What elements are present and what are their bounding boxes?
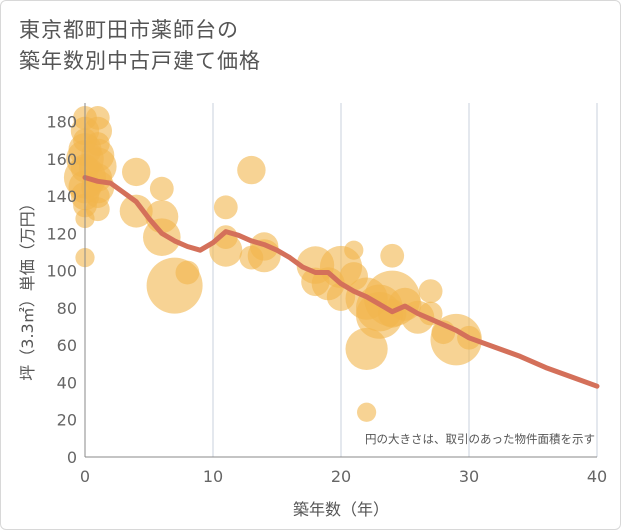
data-bubble	[213, 195, 238, 220]
x-tick-label: 20	[331, 467, 351, 486]
y-tick-label: 80	[57, 299, 77, 318]
x-tick-label: 40	[587, 467, 607, 486]
data-bubble	[119, 194, 153, 228]
data-bubble	[149, 176, 174, 201]
data-bubble	[237, 155, 266, 185]
tick-labels: 0 20 40 60 80 100 120 140 160 180 0 10 20 30 40	[46, 113, 607, 486]
trend-line	[82, 175, 600, 389]
data-bubble	[380, 243, 405, 268]
data-bubble	[143, 218, 181, 256]
data-bubble	[122, 157, 151, 187]
data-bubble	[344, 240, 364, 260]
data-bubble	[175, 260, 200, 285]
y-tick-label: 20	[57, 411, 77, 430]
y-tick-label: 100	[46, 262, 77, 281]
data-bubble	[357, 402, 377, 422]
data-bubble	[418, 279, 443, 304]
y-tick-label: 120	[46, 224, 77, 243]
chart-title-line-2: 築年数別中古戸建て価格	[19, 49, 261, 73]
bubble-size-note: 円の大きさは、取引のあった物件面積を示す	[365, 432, 595, 446]
x-axis-label: 築年数（年）	[293, 500, 389, 519]
y-tick-label: 160	[46, 150, 77, 169]
y-tick-label: 60	[57, 336, 77, 355]
trend-series	[82, 175, 600, 389]
y-tick-label: 180	[46, 113, 77, 132]
x-tick-label: 0	[80, 467, 90, 486]
x-tick-label: 30	[459, 467, 479, 486]
axes	[84, 103, 597, 458]
y-tick-label: 140	[46, 187, 77, 206]
y-tick-label: 0	[67, 448, 77, 467]
y-tick-label: 40	[57, 373, 77, 392]
data-bubble	[85, 197, 110, 222]
bubble-series	[63, 106, 482, 422]
chart-title-line-1: 東京都町田市薬師台の	[19, 18, 239, 42]
y-axis-label: 坪（3.3㎡）単価（万円）	[18, 195, 37, 380]
x-tick-label: 10	[203, 467, 223, 486]
chart-title: 東京都町田市薬師台の 築年数別中古戸建て価格	[19, 15, 261, 77]
